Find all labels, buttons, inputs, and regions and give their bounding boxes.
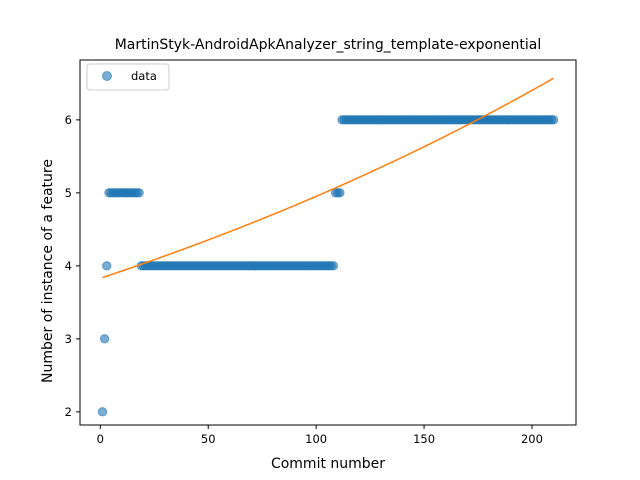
y-tick-label: 2 — [65, 405, 72, 419]
data-point — [329, 262, 337, 270]
data-point — [135, 189, 143, 197]
x-tick-label: 150 — [413, 432, 435, 446]
legend-marker-data — [103, 72, 112, 81]
legend-label-data: data — [131, 69, 157, 83]
x-axis-label: Commit number — [271, 456, 385, 472]
x-tick-label: 50 — [201, 432, 216, 446]
data-point — [103, 262, 111, 270]
data-point — [98, 408, 106, 416]
chart-title: MartinStyk-AndroidApkAnalyzer_string_tem… — [115, 37, 542, 53]
data-point — [549, 116, 557, 124]
data-point — [100, 335, 108, 343]
legend: data — [87, 64, 169, 90]
y-tick-label: 3 — [65, 332, 72, 346]
data-point — [336, 189, 344, 197]
x-tick-label: 0 — [97, 432, 104, 446]
y-tick-label: 6 — [65, 113, 72, 127]
y-tick-label: 5 — [65, 186, 72, 200]
x-tick-label: 100 — [305, 432, 327, 446]
x-tick-label: 200 — [521, 432, 543, 446]
y-tick-label: 4 — [65, 259, 72, 273]
y-axis-label: Number of instance of a feature — [40, 159, 56, 383]
